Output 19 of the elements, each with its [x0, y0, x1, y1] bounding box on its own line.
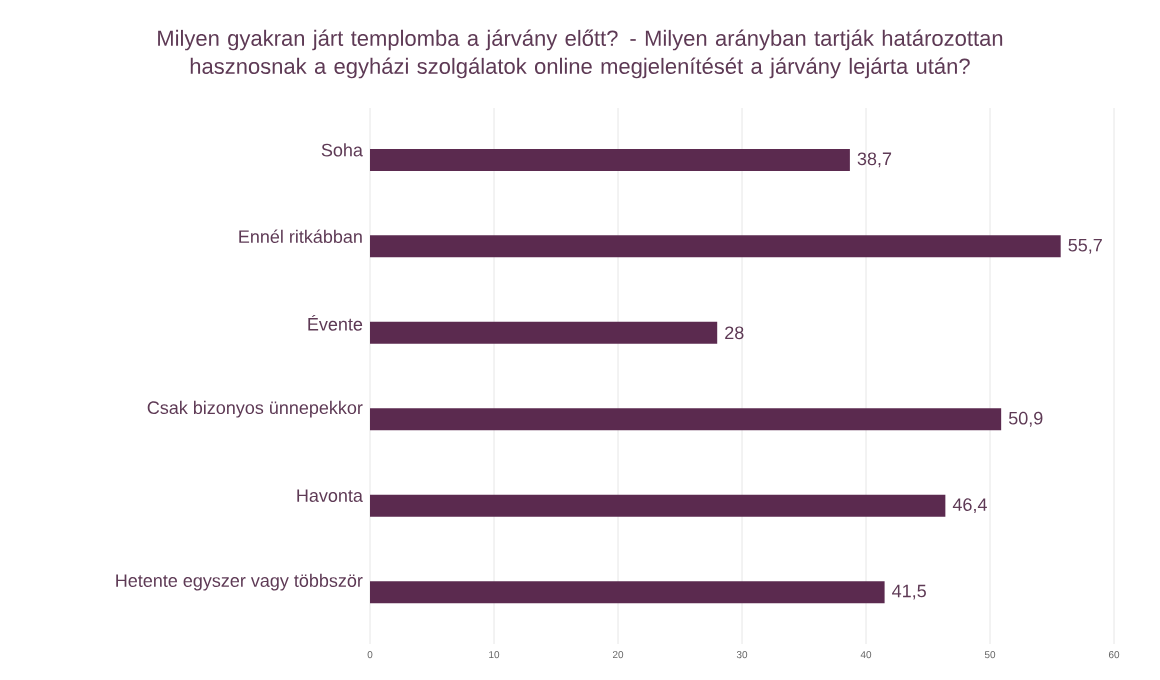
data-label: 50,9 — [1008, 411, 1043, 427]
y-tick-label: Ennél ritkábban — [239, 229, 362, 244]
data-label: 28 — [725, 326, 744, 340]
y-tick-label: Csak bizonyos ünnepekkor — [147, 400, 363, 418]
y-tick-label: Hetente egyszer vagy többször — [116, 573, 363, 591]
data-label: 38,7 — [857, 152, 892, 168]
y-tick-label: Havonta — [297, 489, 363, 502]
data-label: 41,5 — [892, 584, 926, 600]
bar — [370, 494, 946, 517]
y-tick-label: Évente — [308, 314, 363, 331]
bar — [370, 581, 885, 604]
data-label: 46,4 — [952, 498, 987, 514]
bar — [370, 235, 1061, 258]
bar — [370, 321, 718, 344]
bar — [370, 148, 850, 171]
y-tick-label: Soha — [321, 143, 363, 157]
chart-title: Milyen gyakran járt templomba a járvány előtt? - Milyen arányban tartják határozottan hasznosnak a egyházi szolgálatok online megjelenítését a járvány lejárta után? — [158, 29, 1003, 79]
bar — [370, 408, 1002, 431]
data-label: 55,7 — [1068, 238, 1102, 254]
